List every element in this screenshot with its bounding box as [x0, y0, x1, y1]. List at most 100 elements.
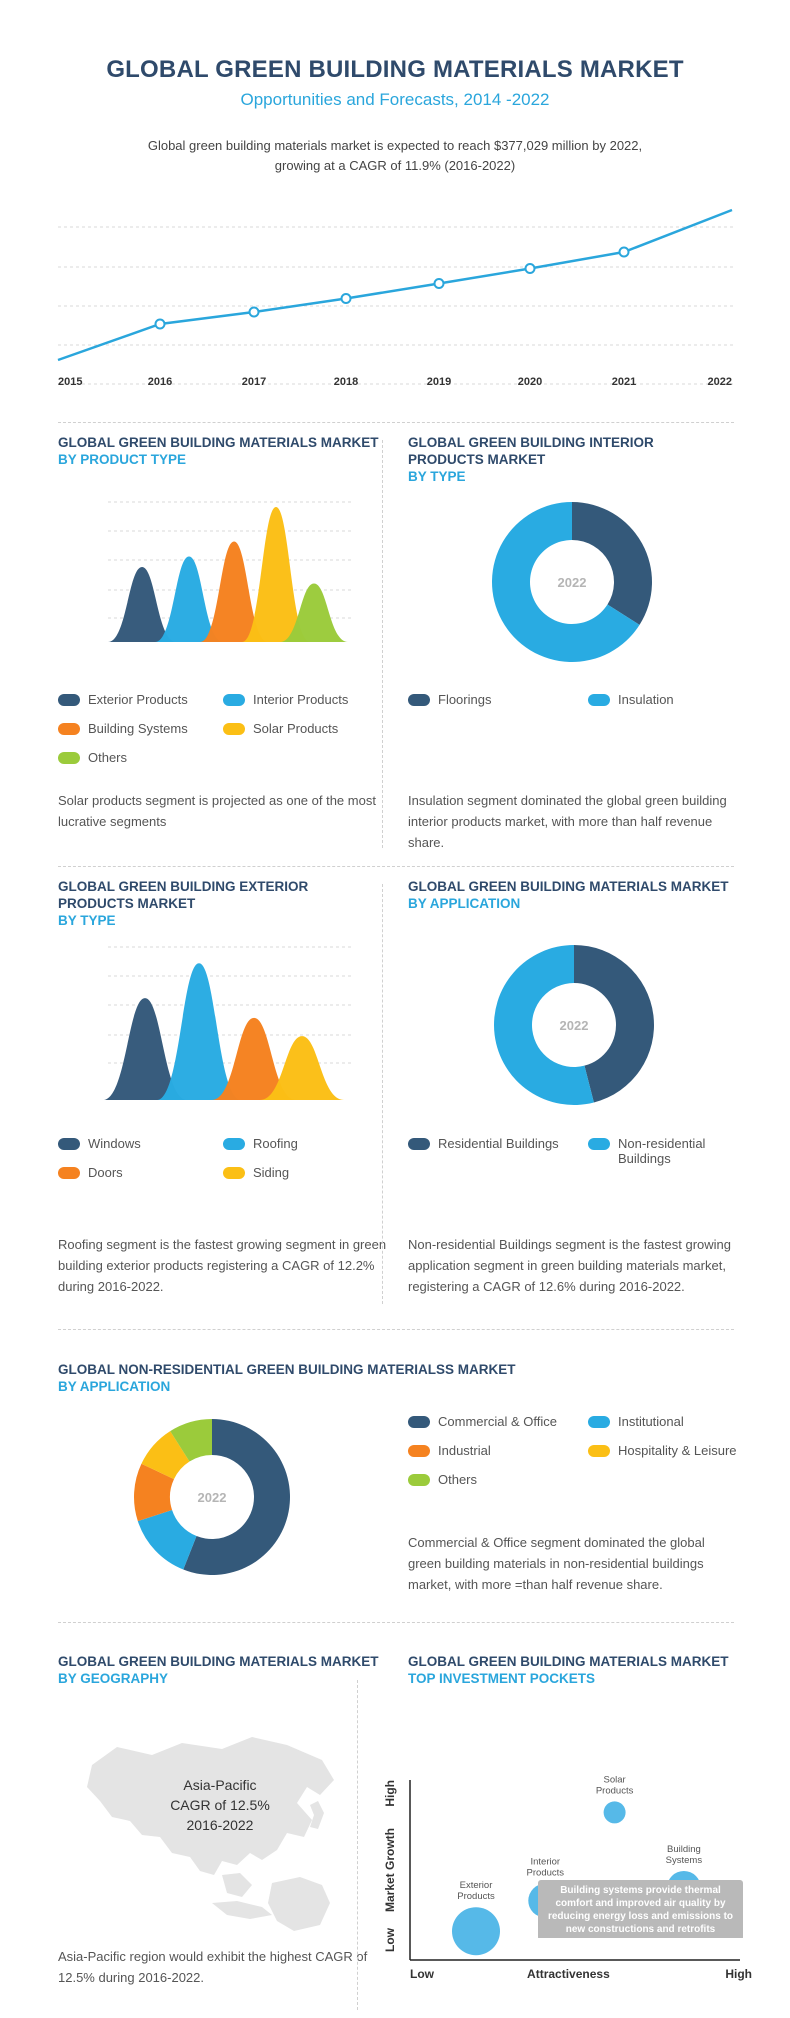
- legend-label: Non-residential Buildings: [618, 1136, 706, 1166]
- divider: [357, 1680, 358, 2010]
- region-period: 2016-2022: [186, 1817, 254, 1833]
- data-point: [618, 246, 630, 258]
- trend-line-chart: 2015 2016 2017 2018 2019 2020 2021 2022: [57, 208, 734, 388]
- legend-swatch: [588, 1416, 610, 1428]
- nonres-donut-chart: 2022: [134, 1419, 290, 1575]
- x-tick-label: 2020: [518, 376, 542, 388]
- section-title-line-2: PRODUCTS MARKET: [408, 452, 546, 467]
- interior-donut-chart: 2022: [492, 502, 652, 662]
- peak-doors: [212, 1017, 296, 1100]
- peak-roofing: [157, 963, 241, 1100]
- product-type-heading: GLOBAL GREEN BUILDING MATERIALS MARKET B…: [58, 434, 388, 468]
- section-title: GLOBAL GREEN BUILDING INTERIOR: [408, 435, 654, 450]
- exterior-heading: GLOBAL GREEN BUILDING EXTERIOR PRODUCTS …: [58, 878, 388, 929]
- x-tick-label: 2019: [427, 376, 451, 388]
- y-tick-high: High: [383, 1780, 397, 1807]
- legend-item: Others: [408, 1472, 578, 1487]
- legend-label: Others: [438, 1472, 478, 1487]
- legend-label: Siding: [253, 1165, 290, 1180]
- legend-swatch: [58, 694, 80, 706]
- legend-swatch: [408, 1474, 430, 1486]
- legend-label: Commercial & Office: [438, 1414, 557, 1429]
- bubble-label: Systems: [666, 1855, 703, 1866]
- legend-item: Solar Products: [223, 721, 378, 736]
- divider: [382, 440, 383, 848]
- peak-windows: [103, 998, 187, 1100]
- legend-item: Others: [58, 750, 213, 765]
- legend-item: Windows: [58, 1136, 213, 1151]
- legend-label: Floorings: [438, 692, 492, 707]
- region-name: Asia-Pacific: [183, 1777, 257, 1793]
- slice-institutional: [137, 1509, 197, 1570]
- peak-interior-products: [155, 556, 223, 642]
- page-subtitle: Opportunities and Forecasts, 2014 -2022: [240, 90, 550, 109]
- intro-line-1: Global green building materials market i…: [147, 138, 643, 153]
- legend-swatch: [58, 752, 80, 764]
- legend-item: Roofing: [223, 1136, 378, 1151]
- legend-label: Residential Buildings: [438, 1136, 559, 1151]
- slice-insulation: [492, 502, 640, 662]
- intro-line-2: growing at a CAGR of 11.9% (2016-2022): [274, 158, 516, 173]
- japan: [310, 1801, 324, 1829]
- bubble-label: Exterior: [460, 1880, 493, 1891]
- application-donut-chart: 2022: [494, 945, 654, 1105]
- nonres-heading: GLOBAL NON-RESIDENTIAL GREEN BUILDING MA…: [58, 1361, 618, 1395]
- section-subtitle: BY PRODUCT TYPE: [58, 452, 187, 467]
- legend-item: Hospitality & Leisure: [588, 1443, 758, 1458]
- divider: [58, 1329, 734, 1330]
- legend-item: Exterior Products: [58, 692, 213, 707]
- data-point: [248, 306, 260, 318]
- bubble-solar-products: [603, 1801, 626, 1824]
- section-title: GLOBAL GREEN BUILDING MATERIALS MARKET: [58, 435, 379, 450]
- section-subtitle: BY TYPE: [58, 913, 116, 928]
- legend-label: Solar Products: [253, 721, 339, 736]
- y-axis-title: Market Growth: [383, 1828, 397, 1912]
- legend-swatch: [58, 723, 80, 735]
- data-point: [154, 318, 166, 330]
- x-tick-label: 2017: [242, 376, 266, 388]
- data-point: [433, 278, 445, 289]
- section-subtitle: BY TYPE: [408, 469, 466, 484]
- geography-heading: GLOBAL GREEN BUILDING MATERIALS MARKET B…: [58, 1653, 388, 1687]
- legend-label: Roofing: [253, 1136, 298, 1151]
- x-tick-high: High: [725, 1967, 752, 1981]
- region-cagr: CAGR of 12.5%: [170, 1797, 270, 1813]
- geography-description: Asia-Pacific region would exhibit the hi…: [58, 1949, 368, 1985]
- investment-heading: GLOBAL GREEN BUILDING MATERIALS MARKET T…: [408, 1653, 738, 1687]
- legend-item: Interior Products: [223, 692, 378, 707]
- interior-description: Insulation segment dominated the global …: [408, 793, 727, 850]
- legend-swatch: [223, 694, 245, 706]
- legend-label: Windows: [88, 1136, 141, 1151]
- legend-swatch: [408, 1416, 430, 1428]
- x-tick-label: 2021: [612, 376, 636, 388]
- legend-label: Interior Products: [253, 692, 349, 707]
- legend-swatch: [408, 694, 430, 706]
- bubble-label: Building: [667, 1844, 701, 1855]
- bubble-note: Building systems provide thermal comfort…: [538, 1880, 743, 1938]
- section-subtitle: BY APPLICATION: [408, 896, 521, 911]
- product-type-description: Solar products segment is projected as o…: [58, 793, 376, 829]
- product-type-chart: [108, 501, 353, 642]
- divider: [58, 422, 734, 423]
- data-point: [340, 293, 352, 304]
- legend-label: Industrial: [438, 1443, 491, 1458]
- divider: [382, 884, 383, 1304]
- peak-siding: [260, 1036, 344, 1100]
- donut-center-label: 2022: [558, 575, 587, 590]
- section-title: GLOBAL GREEN BUILDING EXTERIOR: [58, 879, 309, 894]
- legend-label: Hospitality & Leisure: [618, 1443, 737, 1458]
- legend-swatch: [223, 1138, 245, 1150]
- slice-floorings: [572, 502, 652, 625]
- x-tick-label: 2015: [58, 376, 82, 388]
- legend-item: Building Systems: [58, 721, 213, 736]
- legend-item: Commercial & Office: [408, 1414, 578, 1429]
- slice-industrial: [134, 1463, 174, 1522]
- bubble-label: Solar: [604, 1774, 626, 1785]
- intro-text: Global green building materials market i…: [120, 136, 670, 176]
- legend-item: Industrial: [408, 1443, 578, 1458]
- bubble-label: Interior: [531, 1857, 561, 1868]
- legend-swatch: [58, 1167, 80, 1179]
- nonres-description: Commercial & Office segment dominated th…: [408, 1535, 705, 1592]
- legend-swatch: [223, 1167, 245, 1179]
- asia-landmass: [87, 1737, 334, 1875]
